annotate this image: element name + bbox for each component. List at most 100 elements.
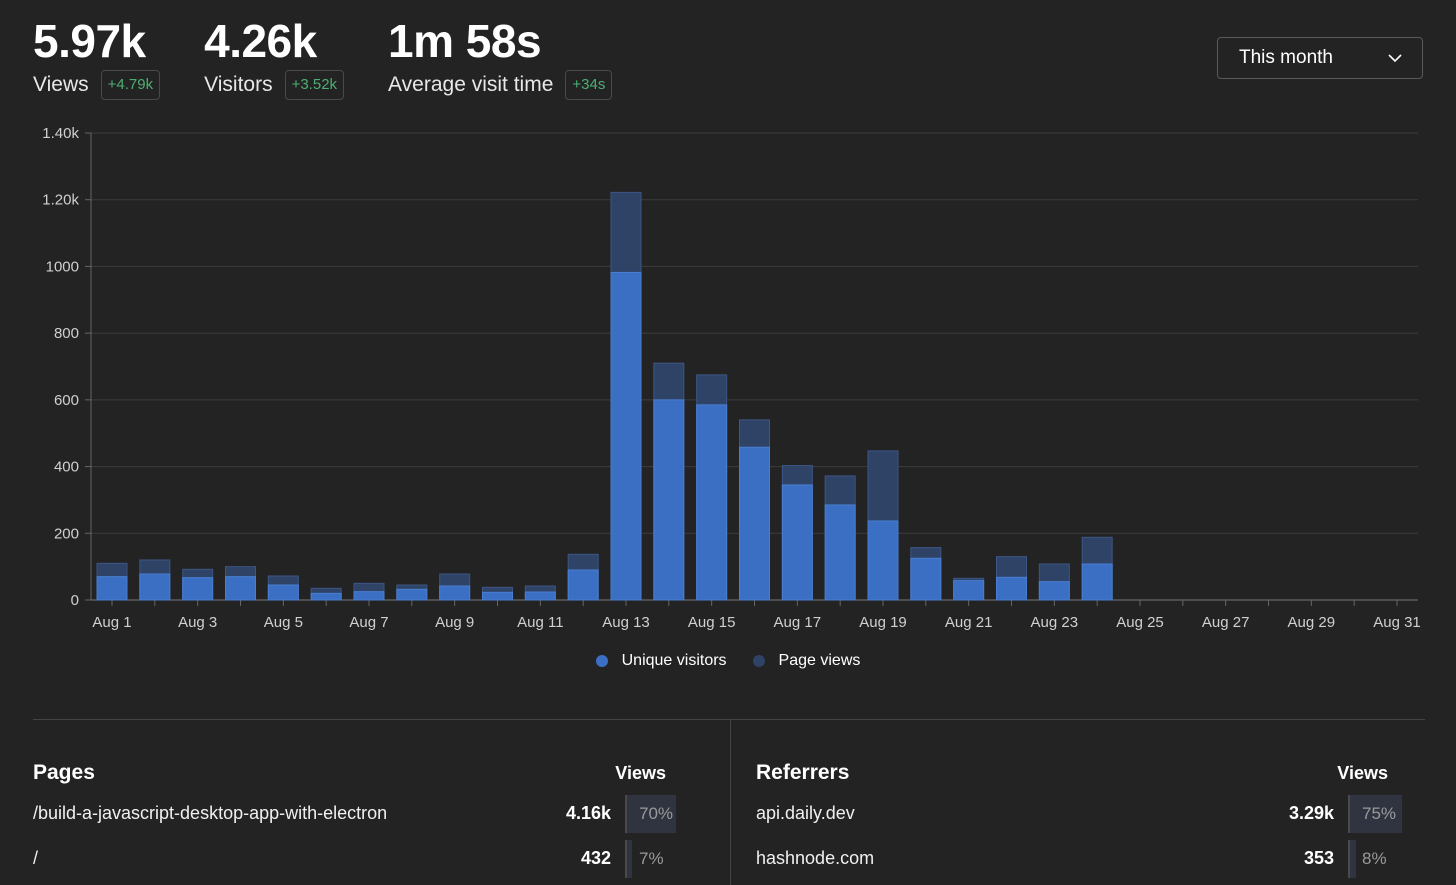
- percent-bar: [1350, 794, 1402, 833]
- percent-cell: 8%: [1348, 839, 1412, 878]
- y-tick-label: 200: [54, 525, 79, 542]
- x-tick-label: Aug 21: [945, 614, 993, 631]
- metric-visitors: 4.26k Visitors +3.52k: [204, 14, 345, 100]
- chart-legend: Unique visitors Page views: [0, 652, 1456, 670]
- legend-label: Unique visitors: [621, 652, 727, 669]
- bar-unique-visitors: [225, 576, 256, 601]
- metric-value: 1m 58s: [388, 15, 542, 67]
- bar-unique-visitors: [996, 576, 1027, 601]
- bar-unique-visitors: [1038, 581, 1070, 601]
- x-tick-label: Aug 15: [688, 614, 736, 631]
- bar-unique-visitors: [781, 484, 813, 601]
- metric-label: Visitors: [204, 73, 273, 96]
- legend-label: Page views: [778, 652, 861, 669]
- x-tick-label: Aug 5: [264, 614, 303, 631]
- x-tick-label: Aug 31: [1373, 614, 1421, 631]
- pages-panel-header: Pages Views: [33, 755, 689, 791]
- y-tick-label: 1.20k: [42, 192, 79, 209]
- panel-column-header: Views: [615, 762, 666, 783]
- bar-unique-visitors: [439, 585, 471, 601]
- percent-label: 7%: [639, 848, 664, 868]
- pages-panel: Pages Views /build-a-javascript-desktop-…: [33, 755, 689, 881]
- bar-unique-visitors: [567, 569, 599, 601]
- legend-item-pageviews[interactable]: Page views: [752, 652, 861, 670]
- bar-unique-visitors: [653, 399, 685, 601]
- bar-unique-visitors: [610, 271, 642, 601]
- list-item[interactable]: /build-a-javascript-desktop-app-with-ele…: [33, 791, 689, 836]
- referrers-panel: Referrers Views api.daily.dev 3.29k 75% …: [756, 755, 1412, 881]
- x-tick-label: Aug 19: [859, 614, 907, 631]
- page-path: /: [33, 848, 39, 868]
- bar-unique-visitors: [1081, 563, 1113, 601]
- bar-unique-visitors: [182, 577, 214, 601]
- page-views: 432: [580, 848, 611, 868]
- metric-row: Average visit time +34s: [388, 70, 613, 100]
- metric-views: 5.97k Views +4.79k: [33, 14, 161, 100]
- metric-label: Views: [33, 73, 89, 96]
- bar-unique-visitors: [910, 557, 942, 601]
- percent-bar: [1350, 839, 1356, 878]
- referrer-domain: hashnode.com: [756, 848, 875, 868]
- metric-row: Views +4.79k: [33, 70, 161, 100]
- list-item[interactable]: hashnode.com 353 8%: [756, 836, 1412, 881]
- bar-unique-visitors: [824, 504, 856, 601]
- bar-unique-visitors: [953, 580, 985, 601]
- x-tick-label: Aug 13: [602, 614, 650, 631]
- x-tick-label: Aug 1: [92, 614, 131, 631]
- metric-label: Average visit time: [388, 73, 554, 96]
- metric-value: 5.97k: [33, 15, 146, 67]
- bar-unique-visitors: [482, 591, 513, 601]
- x-tick-label: Aug 25: [1116, 614, 1164, 631]
- bar-unique-visitors: [310, 592, 342, 601]
- y-tick-label: 800: [54, 325, 79, 342]
- bar-unique-visitors: [867, 520, 899, 601]
- metric-row: Visitors +3.52k: [204, 70, 345, 100]
- percent-bar: [627, 794, 676, 833]
- legend-swatch: [752, 655, 765, 667]
- referrer-views: 3.29k: [1288, 803, 1334, 823]
- x-tick-label: Aug 29: [1288, 614, 1336, 631]
- referrers-panel-header: Referrers Views: [756, 755, 1412, 791]
- x-tick-label: Aug 17: [774, 614, 822, 631]
- percent-label: 70%: [639, 803, 674, 823]
- x-tick-label: Aug 7: [349, 614, 388, 631]
- period-select-value: This month: [1239, 47, 1333, 68]
- x-tick-label: Aug 9: [435, 614, 474, 631]
- panel-title: Pages: [33, 761, 95, 784]
- percent-bar: [627, 839, 632, 878]
- bar-unique-visitors: [353, 591, 385, 601]
- y-tick-label: 1000: [46, 258, 79, 275]
- list-item[interactable]: / 432 7%: [33, 836, 689, 881]
- percent-cell: 70%: [625, 794, 689, 833]
- section-divider: [33, 719, 1425, 720]
- bar-unique-visitors: [696, 404, 728, 601]
- metric-value: 4.26k: [204, 15, 317, 67]
- x-tick-label: Aug 3: [178, 614, 217, 631]
- page-views: 4.16k: [565, 803, 611, 823]
- y-tick-label: 600: [54, 392, 79, 409]
- bar-unique-visitors: [267, 584, 299, 601]
- bar-unique-visitors: [396, 588, 428, 601]
- panel-title: Referrers: [756, 761, 850, 784]
- percent-label: 75%: [1362, 803, 1397, 823]
- referrer-domain: api.daily.dev: [756, 803, 855, 823]
- list-item[interactable]: api.daily.dev 3.29k 75%: [756, 791, 1412, 836]
- panel-divider: [730, 720, 731, 885]
- x-tick-label: Aug 11: [517, 614, 563, 631]
- percent-label: 8%: [1362, 848, 1387, 868]
- period-select[interactable]: This month: [1217, 37, 1423, 79]
- x-tick-label: Aug 27: [1202, 614, 1250, 631]
- y-tick-label: 1.40k: [42, 125, 79, 142]
- y-tick-label: 400: [54, 459, 79, 476]
- metrics-bar: 5.97k Views +4.79k 4.26k Visitors +3.52k…: [33, 14, 656, 100]
- legend-item-visitors[interactable]: Unique visitors: [595, 652, 727, 670]
- percent-cell: 75%: [1348, 794, 1412, 833]
- panel-column-header: Views: [1337, 762, 1388, 783]
- y-tick-label: 0: [71, 592, 79, 609]
- page-path: /build-a-javascript-desktop-app-with-ele…: [33, 803, 388, 823]
- x-tick-label: Aug 23: [1031, 614, 1079, 631]
- views-chart: 0 200 400 600 800 1000 1.20k 1.40k Aug 1 Aug 3 Aug…: [42, 125, 1421, 631]
- bar-unique-visitors: [139, 573, 171, 601]
- metric-change-badge: +4.79k: [100, 70, 161, 100]
- chevron-down-icon: [1388, 53, 1402, 62]
